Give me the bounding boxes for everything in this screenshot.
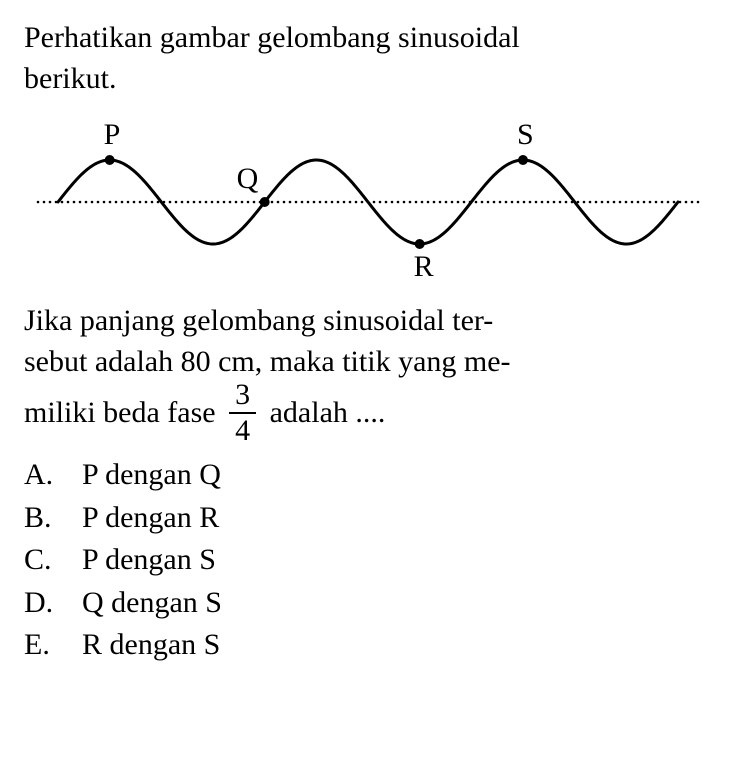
label-s: S: [517, 118, 534, 151]
option-letter: B.: [24, 497, 82, 540]
body-line1: Jika panjang gelombang sinusoidal ter-: [24, 304, 493, 337]
point-r: [414, 239, 424, 249]
diagram-container: P Q R S: [24, 107, 711, 297]
body-part2b: adalah ....: [270, 396, 386, 429]
fraction-denominator: 4: [229, 414, 256, 446]
option-text: R dengan S: [82, 624, 220, 667]
option-letter: E.: [24, 624, 82, 667]
intro-line1: Perhatikan gambar gelombang sinusoidal: [24, 21, 520, 54]
body-line2: sebut adalah 80 cm, maka titik yang me-: [24, 345, 511, 378]
point-p: [104, 155, 114, 165]
label-p: P: [103, 118, 120, 151]
option-letter: D.: [24, 582, 82, 625]
option-letter: C.: [24, 539, 82, 582]
intro-text: Perhatikan gambar gelombang sinusoidal b…: [24, 18, 711, 99]
point-q: [259, 197, 269, 207]
fraction-numerator: 3: [229, 380, 256, 414]
option-text: Q dengan S: [82, 582, 222, 625]
sine-diagram: P Q R S: [28, 107, 708, 297]
option-c: C. P dengan S: [24, 539, 711, 582]
option-text: P dengan Q: [82, 454, 221, 497]
option-letter: A.: [24, 454, 82, 497]
option-text: P dengan S: [82, 539, 216, 582]
label-q: Q: [236, 162, 258, 195]
fraction: 3 4: [229, 380, 256, 446]
body-part2a: miliki beda fase: [24, 396, 216, 429]
option-d: D. Q dengan S: [24, 582, 711, 625]
point-s: [518, 155, 528, 165]
body-text: Jika panjang gelombang sinusoidal ter- s…: [24, 301, 711, 448]
intro-line2: berikut.: [24, 62, 116, 95]
option-e: E. R dengan S: [24, 624, 711, 667]
options-list: A. P dengan Q B. P dengan R C. P dengan …: [24, 454, 711, 667]
option-a: A. P dengan Q: [24, 454, 711, 497]
option-text: P dengan R: [82, 497, 219, 540]
label-r: R: [413, 250, 433, 283]
option-b: B. P dengan R: [24, 497, 711, 540]
